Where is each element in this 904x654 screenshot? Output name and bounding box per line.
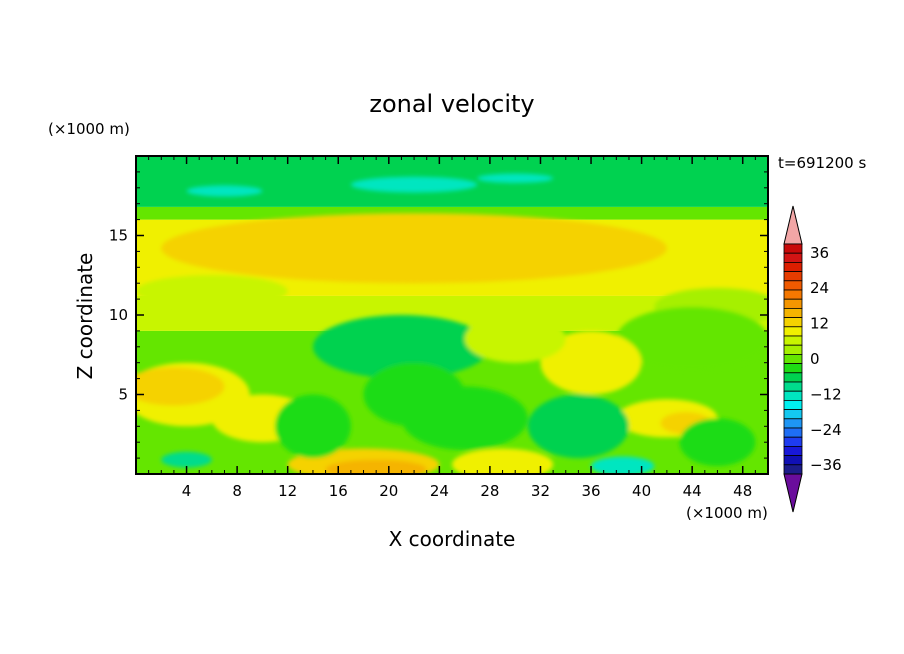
colorbar-swatch	[783, 390, 803, 401]
colorbar-tick-label: 12	[810, 315, 829, 333]
colorbar-swatch	[783, 464, 803, 475]
x-tick-label: 16	[329, 482, 348, 500]
y-unit-label: (×1000 m)	[48, 120, 130, 138]
colorbar-swatch	[783, 335, 803, 346]
x-tick-label: 40	[632, 482, 651, 500]
colorbar-max-arrow	[783, 205, 803, 245]
field-feature	[452, 448, 554, 474]
colorbar-tick-label: 24	[810, 279, 829, 297]
y-axis: 5 10 15	[109, 171, 768, 459]
y-tick-label: 15	[109, 227, 128, 245]
colorbar-swatch	[783, 455, 803, 466]
field-feature	[161, 213, 667, 284]
chart-title: zonal velocity	[369, 90, 534, 118]
colorbar-swatch	[783, 243, 803, 254]
field-feature	[136, 275, 288, 308]
colorbar-swatch	[783, 409, 803, 420]
field-band	[136, 206, 768, 220]
colorbar-tick-label: 36	[810, 244, 829, 262]
colorbar-swatch	[783, 363, 803, 374]
colorbar-tick-label: −24	[810, 421, 842, 439]
colorbar-tick-label: −36	[810, 456, 842, 474]
x-axis: 4 8 12 16 20 24 28 32 36 40 44 48	[148, 156, 756, 500]
colorbar-swatch	[783, 445, 803, 456]
colorbar-tick-label: −12	[810, 385, 842, 403]
plot-area	[136, 156, 768, 474]
colorbar-swatch	[783, 280, 803, 291]
field-feature	[679, 418, 756, 467]
x-tick-label: 24	[430, 482, 449, 500]
x-tick-label: 20	[379, 482, 398, 500]
colorbar-swatch	[783, 381, 803, 392]
field-feature	[136, 367, 225, 406]
colorbar-swatch	[783, 298, 803, 309]
colorbar-swatch	[783, 436, 803, 447]
colorbar-swatch	[783, 353, 803, 364]
y-tick-label: 5	[118, 386, 128, 404]
field-feature	[477, 173, 554, 184]
x-tick-label: 8	[232, 482, 242, 500]
x-tick-label: 44	[683, 482, 702, 500]
velocity-field	[136, 156, 768, 474]
colorbar-swatch	[783, 326, 803, 337]
field-feature	[591, 456, 655, 474]
colorbar-swatch	[783, 372, 803, 383]
y-tick-label: 10	[109, 306, 128, 324]
field-feature	[540, 330, 642, 395]
colorbar-swatch	[783, 399, 803, 410]
y-axis-label: Z coordinate	[73, 253, 97, 380]
field-feature	[527, 394, 629, 459]
x-tick-label: 12	[278, 482, 297, 500]
colorbar-min-arrow	[783, 473, 803, 513]
colorbar-swatch	[783, 427, 803, 438]
colorbar-swatch	[783, 271, 803, 282]
x-tick-label: 32	[531, 482, 550, 500]
field-feature	[325, 459, 427, 474]
field-feature	[312, 315, 490, 379]
field-feature	[464, 315, 566, 363]
x-axis-label: X coordinate	[389, 527, 516, 551]
colorbar-swatch	[783, 317, 803, 328]
colorbar-swatch	[783, 289, 803, 300]
colorbar-tick-label: 0	[810, 350, 820, 368]
colorbar-swatch	[783, 252, 803, 263]
colorbar: 36 24 12 0 −12 −24 −36	[783, 205, 842, 513]
colorbar-swatch	[783, 344, 803, 355]
field-feature	[186, 185, 263, 197]
field-feature	[350, 176, 478, 193]
field-feature	[616, 307, 768, 371]
x-tick-label: 4	[182, 482, 192, 500]
colorbar-swatch	[783, 307, 803, 318]
field-feature	[363, 362, 465, 427]
field-feature	[275, 394, 351, 459]
colorbar-swatch	[783, 261, 803, 272]
time-label: t=691200 s	[778, 154, 866, 172]
x-tick-label: 48	[733, 482, 752, 500]
colorbar-swatch	[783, 418, 803, 429]
x-tick-label: 28	[480, 482, 499, 500]
x-tick-label: 36	[581, 482, 600, 500]
field-feature	[161, 451, 212, 468]
x-unit-label: (×1000 m)	[686, 504, 768, 522]
field-features	[136, 173, 768, 474]
